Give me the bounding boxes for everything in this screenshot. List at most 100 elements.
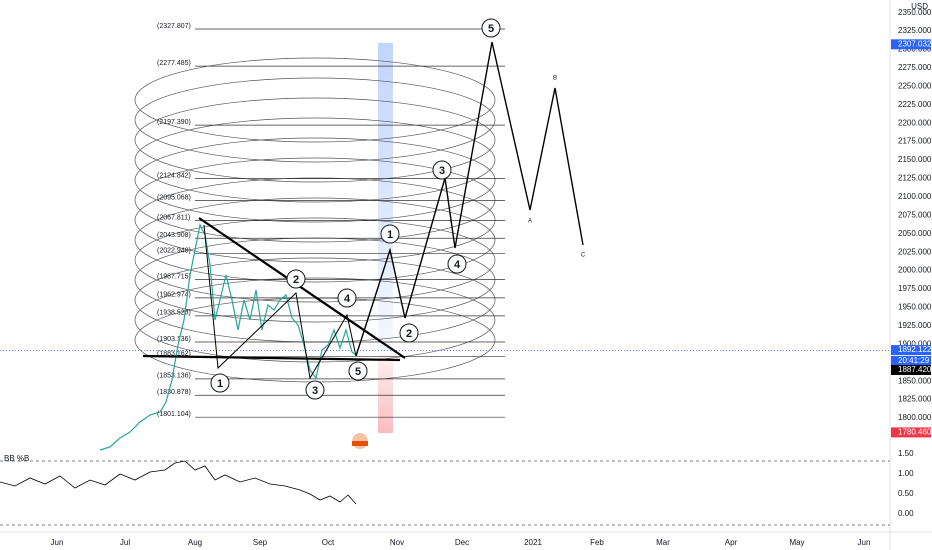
ellipse xyxy=(134,57,496,143)
time-tick-label: Mar xyxy=(656,538,670,547)
wave-label: 1 xyxy=(217,378,223,390)
fib-label: (2327.807) xyxy=(157,23,191,30)
time-tick-label: Jun xyxy=(51,538,64,547)
price-tick-label: 2225.000 xyxy=(898,100,932,109)
price-tick-label: 1950.000 xyxy=(898,303,932,312)
wave-circle xyxy=(286,269,306,289)
time-tick-label: Jul xyxy=(120,538,130,547)
trendline-upper xyxy=(198,217,406,359)
projection-band-blue xyxy=(378,43,393,351)
fib-label: (1883.162) xyxy=(157,351,191,358)
corrective-label: A xyxy=(528,219,532,225)
wave-circle xyxy=(481,18,501,38)
price-tick-label: 1850.000 xyxy=(898,376,932,385)
ellipse xyxy=(134,117,496,203)
currency: USD xyxy=(911,2,928,11)
fib-label: (2022.940) xyxy=(157,248,191,255)
wave-label: 1 xyxy=(387,229,393,241)
fib-label: (1962.974) xyxy=(157,292,191,299)
past-wave xyxy=(203,224,357,380)
fib-ellipses xyxy=(134,57,496,383)
indicator-name: BB %B xyxy=(4,454,29,463)
price-tick-label: 2200.000 xyxy=(898,118,932,127)
price-tick-label: 2175.000 xyxy=(898,137,932,146)
ellipse xyxy=(134,77,496,163)
wave-labels: 1 2 3 4 5 1 2 3 4 5 A B C xyxy=(210,18,586,400)
wave-label: 2 xyxy=(293,274,299,286)
time-tick-label: Sep xyxy=(253,538,268,547)
price-tag xyxy=(891,345,931,356)
wave-label: 2 xyxy=(406,328,412,340)
ellipse xyxy=(134,97,496,183)
fib-label: (1987.715) xyxy=(157,273,191,280)
time-tick-label: May xyxy=(789,538,804,547)
price-tick-label: 2075.000 xyxy=(898,210,932,219)
fib-label: (2043.908) xyxy=(157,232,191,239)
ellipse xyxy=(134,257,496,343)
indicator-tick-label: 1.50 xyxy=(898,449,914,458)
price-tag xyxy=(891,365,931,375)
indicator-tick-label: 0.50 xyxy=(898,489,914,498)
fib-label: (2067.811) xyxy=(157,214,190,221)
ellipse xyxy=(134,217,496,303)
axes: 2350.0002325.0002300.0002275.0002250.000… xyxy=(51,8,932,547)
indicator-tick-label: 1.00 xyxy=(898,469,914,478)
wave-label: 5 xyxy=(488,23,494,35)
price-tag-label: 1892.122 xyxy=(898,345,932,354)
price-tick-label: 2025.000 xyxy=(898,247,932,256)
price-tick-label: 2350.000 xyxy=(898,8,932,17)
indicator-tick-label: 0.00 xyxy=(898,509,914,518)
fib-label: (1938.528) xyxy=(157,310,191,317)
price-path xyxy=(99,223,357,451)
fib-label: (2197.390) xyxy=(157,119,191,126)
price-tag-label: 1780.460 xyxy=(898,428,932,437)
price-tick-label: 2050.000 xyxy=(898,229,932,238)
fib-label: (2095.068) xyxy=(157,194,191,201)
logo xyxy=(352,433,368,449)
time-tick-label: Aug xyxy=(188,538,202,547)
ellipse xyxy=(134,137,496,223)
price-tick-label: 1925.000 xyxy=(898,321,932,330)
price-tag xyxy=(891,356,931,366)
price-tick-label: 2100.000 xyxy=(898,192,932,201)
projected-wave xyxy=(355,41,584,357)
projection-band-red xyxy=(378,355,393,433)
ellipse xyxy=(134,277,496,363)
price-tick-label: 2125.000 xyxy=(898,174,932,183)
wave-circle xyxy=(337,288,357,308)
price-tick-label: 2325.000 xyxy=(898,26,932,35)
fib-label: (1853.136) xyxy=(157,373,191,380)
fib-label: (2124.842) xyxy=(157,172,191,179)
time-tick-label: Feb xyxy=(590,538,604,547)
price-tag xyxy=(891,427,931,438)
wave-label: 3 xyxy=(312,385,318,397)
wave-label: 4 xyxy=(454,259,461,271)
time-tick-label: Jun xyxy=(858,538,871,547)
fib-label: (1903.136) xyxy=(157,336,191,343)
ellipse xyxy=(134,197,496,283)
time-tick-label: Dec xyxy=(455,538,469,547)
indicator-line xyxy=(0,460,357,505)
wave-circle xyxy=(305,380,325,400)
trendline-lower xyxy=(142,354,401,362)
wave-circle xyxy=(380,224,400,244)
corrective-label: B xyxy=(553,76,557,82)
price-tag-label: 20:41:29 xyxy=(898,356,930,365)
price-tick-label: 2000.000 xyxy=(898,266,932,275)
fib-label: (1830.878) xyxy=(157,389,191,396)
wave-circle xyxy=(432,160,452,180)
wave-label: 4 xyxy=(344,293,351,305)
wave-circle xyxy=(348,361,368,381)
fib-label: (1801.104) xyxy=(157,411,191,418)
wave-circle xyxy=(447,254,467,274)
wave-label: 5 xyxy=(355,366,361,378)
price-tick-label: 2150.000 xyxy=(898,155,932,164)
price-tick-label: 1900.000 xyxy=(898,339,932,348)
corrective-label: C xyxy=(581,253,586,259)
wave-circle xyxy=(210,373,230,393)
ellipse xyxy=(134,157,496,243)
price-tag-label: 1887.420 xyxy=(898,365,932,374)
time-tick-label: Oct xyxy=(322,538,335,547)
wave-label: 3 xyxy=(439,165,445,177)
